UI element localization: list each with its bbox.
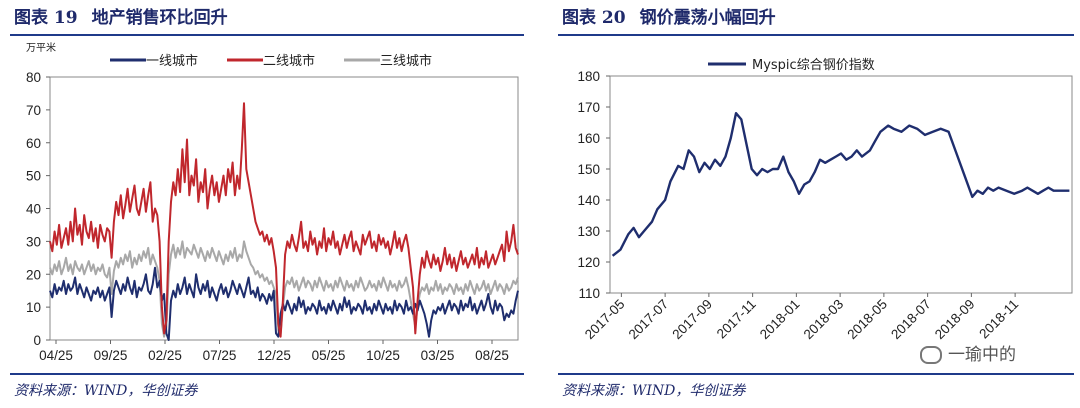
left-x-tick-label: 08/25 [475,348,509,363]
left-bottom-rule [10,373,524,375]
left-y-tick-label: 80 [26,70,41,85]
right-x-tick-label: 2018-09 [932,297,978,343]
left-y-tick-label: 40 [26,202,41,217]
right-y-tick-label: 110 [578,286,600,301]
left-y-tick-label: 70 [26,103,41,118]
right-y-tick-label: 160 [577,131,600,146]
right-y-tick-label: 130 [577,224,600,239]
left-legend-label-2: 三线城市 [380,53,432,69]
right-source-note: 资料来源：WIND，华创证券 [562,383,746,399]
left-y-tick-label: 0 [33,333,41,348]
left-legend-label-1: 二线城市 [263,53,315,69]
left-legend-label-0: 一线城市 [146,53,198,69]
right-x-tick-label: 2018-03 [801,297,847,343]
right-figure-caption: 钢价震荡小幅回升 [639,8,776,28]
right-y-tick-label: 140 [577,193,600,208]
left-figure-number: 图表 19 [14,8,78,28]
right-plot-frame [609,75,1073,294]
right-x-tick-label: 2017-09 [669,297,715,343]
right-y-tick-label: 180 [577,69,600,84]
left-figure-panel: 图表 19 地产销售环比回升 万平米 0 10 20 30 40 50 60 70 80 04/25 0… [0,0,530,408]
left-series-line-0 [49,266,519,341]
right-y-tick-label: 170 [577,100,600,115]
left-x-tick-label: 10/25 [366,348,400,363]
left-y-tick-label: 60 [26,136,41,151]
right-legend-label: Myspic综合钢价指数 [752,58,875,73]
right-x-tick-label: 2018-01 [757,297,803,343]
watermark-text: 一瑜中的 [948,345,1016,365]
left-x-tick-label: 09/25 [94,348,128,363]
right-y-tick-label: 120 [577,255,600,270]
right-x-tick-label: 2018-05 [844,297,890,343]
right-x-tick-label: 2018-11 [976,297,1021,342]
left-top-rule [10,34,524,36]
right-figure-title: 图表 20 钢价震荡小幅回升 [562,6,776,30]
right-x-tick-label: 2017-07 [626,297,672,343]
left-x-tick-label: 05/25 [312,348,346,363]
right-y-tick-label: 150 [577,162,600,177]
left-x-tick-label: 02/25 [148,348,182,363]
right-figure-panel: 图表 20 钢价震荡小幅回升 110 120 130 140 150 160 170 180 20… [548,0,1080,408]
right-series-line [611,111,1070,257]
left-source-note: 资料来源：WIND，华创证券 [14,383,198,399]
left-figure-caption: 地产销售环比回升 [91,8,228,28]
left-y-tick-label: 10 [26,300,41,315]
left-unit-label: 万平米 [26,41,56,54]
left-figure-title: 图表 19 地产销售环比回升 [14,6,228,30]
right-figure-number: 图表 20 [562,8,626,28]
left-x-tick-label: 12/25 [257,348,291,363]
right-x-tick-label: 2017-11 [714,297,759,342]
left-y-tick-label: 20 [26,267,41,282]
right-bottom-rule [558,373,1074,375]
right-x-tick-label: 2017-05 [582,297,628,343]
wechat-icon [920,346,942,364]
right-chart-svg: 1101201301401501601701802017-052017-0720… [577,58,1073,343]
right-x-tick-label: 2018-07 [888,297,934,343]
left-series-line-1 [49,102,519,338]
left-y-tick-label: 50 [26,169,41,184]
watermark: 一瑜中的 [920,340,1016,365]
left-x-tick-label: 03/25 [421,348,455,363]
left-x-tick-label: 04/25 [39,348,73,363]
left-y-tick-label: 30 [26,234,41,249]
right-top-rule [558,34,1074,36]
left-x-tick-label: 07/25 [203,348,237,363]
left-chart-svg: 万平米 0 10 20 30 40 50 60 70 80 04/25 09/25 02/25 07/25… [26,41,519,363]
